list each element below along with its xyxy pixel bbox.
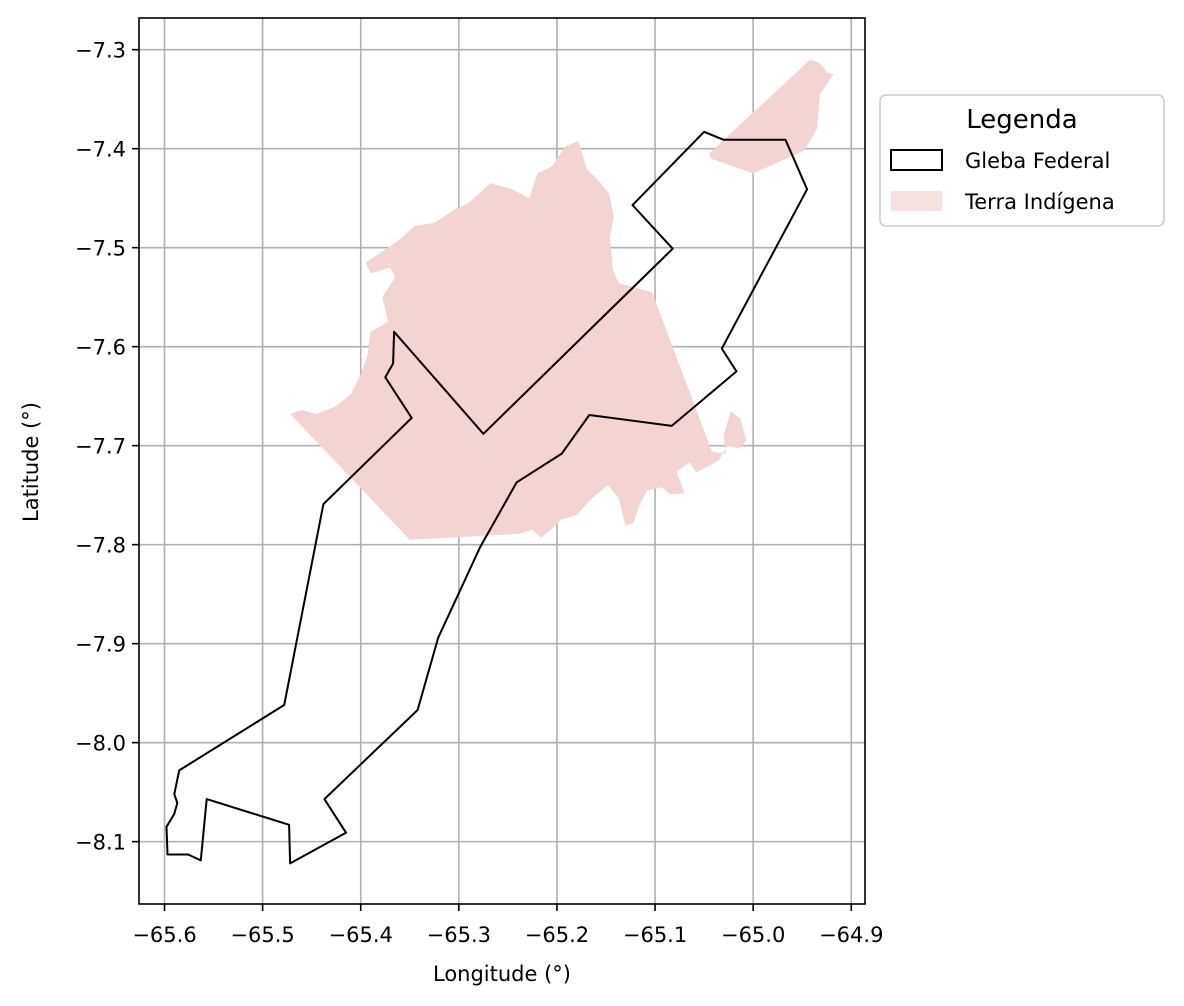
x-axis-ticks: −65.6 −65.5 −65.4 −65.3 −65.2 −65.1 −65.0 −64.9 — [132, 904, 883, 947]
y-axis-title: Latitude (°) — [19, 402, 43, 522]
legend-swatch-gleba-federal — [890, 149, 943, 171]
y-tick-label: −7.7 — [75, 435, 126, 459]
y-tick-label: −7.3 — [75, 39, 126, 63]
terra-indigena-polygon — [290, 140, 747, 540]
axes-frame — [138, 17, 866, 905]
legend: Legenda Gleba Federal Terra Indígena — [879, 94, 1165, 227]
x-tick-label: −65.4 — [329, 923, 393, 947]
legend-swatch-terra-indigena — [891, 191, 942, 211]
y-tick-label: −7.8 — [75, 534, 126, 558]
x-tick-label: −65.0 — [721, 923, 785, 947]
legend-label-gleba-federal: Gleba Federal — [965, 149, 1110, 173]
y-tick-label: −8.1 — [75, 831, 126, 855]
x-tick-label: −65.5 — [230, 923, 294, 947]
map-polygons — [165, 59, 834, 865]
x-axis-title: Longitude (°) — [433, 962, 571, 986]
plot-area — [138, 17, 866, 905]
x-tick-label: −64.9 — [819, 923, 883, 947]
y-tick-label: −7.6 — [75, 336, 126, 360]
x-tick-label: −65.3 — [427, 923, 491, 947]
terra-indigena-polygon — [709, 59, 834, 174]
y-axis-ticks: −7.3 −7.4 −7.5 −7.6 −7.7 −7.8 −7.9 −8.0 −8.1 — [75, 39, 139, 855]
y-tick-label: −7.4 — [75, 138, 126, 162]
gleba-federal-polygon — [165, 130, 809, 865]
legend-box — [879, 94, 1165, 227]
legend-title: Legenda — [966, 105, 1077, 135]
y-tick-label: −7.5 — [75, 237, 126, 261]
x-tick-label: −65.2 — [525, 923, 589, 947]
x-tick-label: −65.1 — [623, 923, 687, 947]
y-tick-label: −7.9 — [75, 633, 126, 657]
y-tick-label: −8.0 — [75, 732, 126, 756]
x-tick-label: −65.6 — [132, 923, 196, 947]
legend-label-terra-indigena: Terra Indígena — [964, 190, 1115, 214]
